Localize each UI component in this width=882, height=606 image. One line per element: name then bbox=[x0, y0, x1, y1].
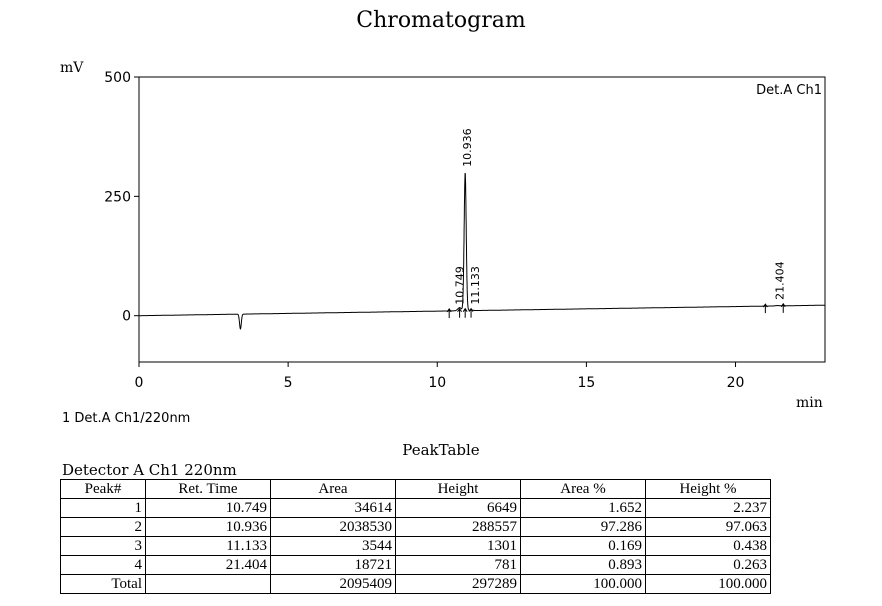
peak-label: 10.749 bbox=[454, 266, 467, 305]
x-tick-label: 10 bbox=[428, 375, 446, 391]
y-tick-label: 500 bbox=[104, 70, 131, 86]
x-axis-label: min bbox=[796, 395, 823, 411]
peak-table: Peak# Ret. Time Area Height Area % Height % 1… bbox=[60, 479, 771, 594]
y-tick-label: 0 bbox=[122, 309, 131, 325]
table-cell: 2 bbox=[60, 517, 146, 537]
table-cell: 34614 bbox=[270, 498, 396, 518]
peak-label: 11.133 bbox=[469, 266, 482, 305]
table-cell: 97.286 bbox=[520, 517, 646, 537]
y-axis-label: mV bbox=[60, 60, 84, 76]
table-cell: 11.133 bbox=[145, 536, 271, 556]
integration-marker bbox=[446, 308, 452, 318]
x-tick-label: 15 bbox=[577, 375, 595, 391]
integration-marker bbox=[780, 302, 786, 313]
table-cell: 0.169 bbox=[520, 536, 646, 556]
x-tick-label: 5 bbox=[284, 375, 293, 391]
integration-marker bbox=[468, 307, 474, 318]
chromatogram-plot: 0 5 10 15 20 0 250 500 Det.A Ch1 10.749 10.936 11.1… bbox=[104, 70, 826, 391]
table-cell: 97.063 bbox=[645, 517, 771, 537]
table-cell: 10.749 bbox=[145, 498, 271, 518]
integration-marker bbox=[457, 307, 463, 318]
table-cell: 0.438 bbox=[645, 536, 771, 556]
column-header: Height % bbox=[645, 479, 771, 499]
table-row: 3 11.133 3544 1301 0.169 0.438 bbox=[60, 536, 771, 556]
x-tick-label: 20 bbox=[727, 375, 745, 391]
table-row: 4 21.404 18721 781 0.893 0.263 bbox=[60, 555, 771, 575]
column-header: Height bbox=[395, 479, 521, 499]
table-row: 2 10.936 2038530 288557 97.286 97.063 bbox=[60, 517, 771, 537]
trace-line bbox=[139, 172, 825, 330]
column-header: Area % bbox=[520, 479, 646, 499]
table-cell: 4 bbox=[60, 555, 146, 575]
table-cell: 0.263 bbox=[645, 555, 771, 575]
table-cell: 18721 bbox=[270, 555, 396, 575]
peak-table-title: PeakTable bbox=[402, 441, 480, 459]
column-header: Area bbox=[270, 479, 396, 499]
column-header: Ret. Time bbox=[145, 479, 271, 499]
y-tick-label: 250 bbox=[104, 189, 131, 205]
table-row: Total 2095409 297289 100.000 100.000 bbox=[60, 574, 771, 594]
table-cell: 288557 bbox=[395, 517, 521, 537]
table-cell: 2038530 bbox=[270, 517, 396, 537]
table-cell: 2.237 bbox=[645, 498, 771, 518]
table-cell: 21.404 bbox=[145, 555, 271, 575]
table-cell: 100.000 bbox=[520, 574, 646, 594]
peak-label: 21.404 bbox=[773, 261, 786, 300]
table-cell: 2095409 bbox=[270, 574, 396, 594]
table-header-row: Peak# Ret. Time Area Height Area % Height % bbox=[60, 479, 771, 499]
table-row: 1 10.749 34614 6649 1.652 2.237 bbox=[60, 498, 771, 518]
detector-label: Detector A Ch1 220nm bbox=[62, 461, 237, 479]
table-cell: 781 bbox=[395, 555, 521, 575]
table-cell: 10.936 bbox=[145, 517, 271, 537]
table-cell: 1301 bbox=[395, 536, 521, 556]
integration-marker bbox=[762, 303, 768, 314]
legend: 1 Det.A Ch1/220nm bbox=[62, 411, 191, 426]
x-tick-label: 0 bbox=[135, 375, 144, 391]
chart-title: Chromatogram bbox=[356, 8, 526, 33]
table-cell: Total bbox=[60, 574, 146, 594]
table-cell: 6649 bbox=[395, 498, 521, 518]
table-cell: 3544 bbox=[270, 536, 396, 556]
column-header: Peak# bbox=[60, 479, 146, 499]
table-cell: 1.652 bbox=[520, 498, 646, 518]
channel-label: Det.A Ch1 bbox=[756, 83, 822, 98]
table-cell: 3 bbox=[60, 536, 146, 556]
table-cell: 0.893 bbox=[520, 555, 646, 575]
table-cell bbox=[145, 574, 271, 594]
peak-label: 10.936 bbox=[461, 128, 474, 167]
table-cell: 100.000 bbox=[645, 574, 771, 594]
table-cell: 297289 bbox=[395, 574, 521, 594]
plot-frame bbox=[138, 76, 826, 363]
integration-marker bbox=[462, 307, 468, 318]
table-cell: 1 bbox=[60, 498, 146, 518]
